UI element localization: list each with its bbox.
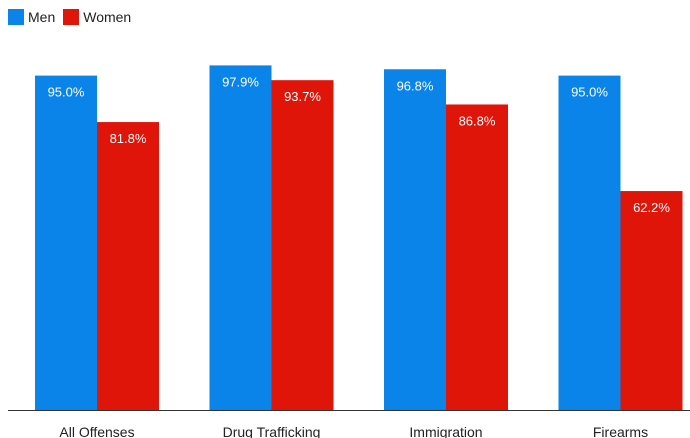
x-tick-label-immigration: Immigration bbox=[409, 424, 482, 438]
bar-men-firearms[interactable] bbox=[558, 75, 621, 410]
legend-label-women: Women bbox=[83, 9, 132, 25]
data-label-men-all-offenses: 95.0% bbox=[48, 85, 85, 100]
data-label-women-drug-trafficking: 93.7% bbox=[284, 89, 321, 104]
legend-swatch-women bbox=[63, 9, 80, 25]
bar-women-all-offenses[interactable] bbox=[97, 122, 159, 411]
data-label-women-all-offenses: 81.8% bbox=[110, 131, 147, 146]
data-label-men-drug-trafficking: 97.9% bbox=[222, 74, 259, 89]
bar-women-drug-trafficking[interactable] bbox=[271, 80, 334, 411]
bar-men-drug-trafficking[interactable] bbox=[209, 65, 272, 410]
data-label-men-firearms: 95.0% bbox=[571, 85, 608, 100]
x-tick-label-drug-trafficking: Drug Trafficking bbox=[223, 424, 321, 438]
bar-women-immigration[interactable] bbox=[446, 104, 508, 411]
data-label-women-immigration: 86.8% bbox=[459, 113, 496, 128]
data-label-men-immigration: 96.8% bbox=[397, 78, 434, 93]
legend-swatch-men bbox=[8, 9, 24, 25]
legend-item-women[interactable]: Women bbox=[63, 9, 131, 25]
data-label-women-firearms: 62.2% bbox=[633, 200, 670, 215]
legend-label-men: Men bbox=[28, 9, 56, 25]
bar-men-immigration[interactable] bbox=[384, 69, 446, 410]
x-tick-label-all-offenses: All Offenses bbox=[59, 424, 134, 438]
bar-women-firearms[interactable] bbox=[620, 191, 683, 410]
x-tick-label-firearms: Firearms bbox=[593, 424, 648, 438]
legend: Men Women bbox=[8, 8, 139, 26]
bar-men-all-offenses[interactable] bbox=[35, 75, 97, 410]
legend-item-men[interactable]: Men bbox=[8, 9, 55, 25]
